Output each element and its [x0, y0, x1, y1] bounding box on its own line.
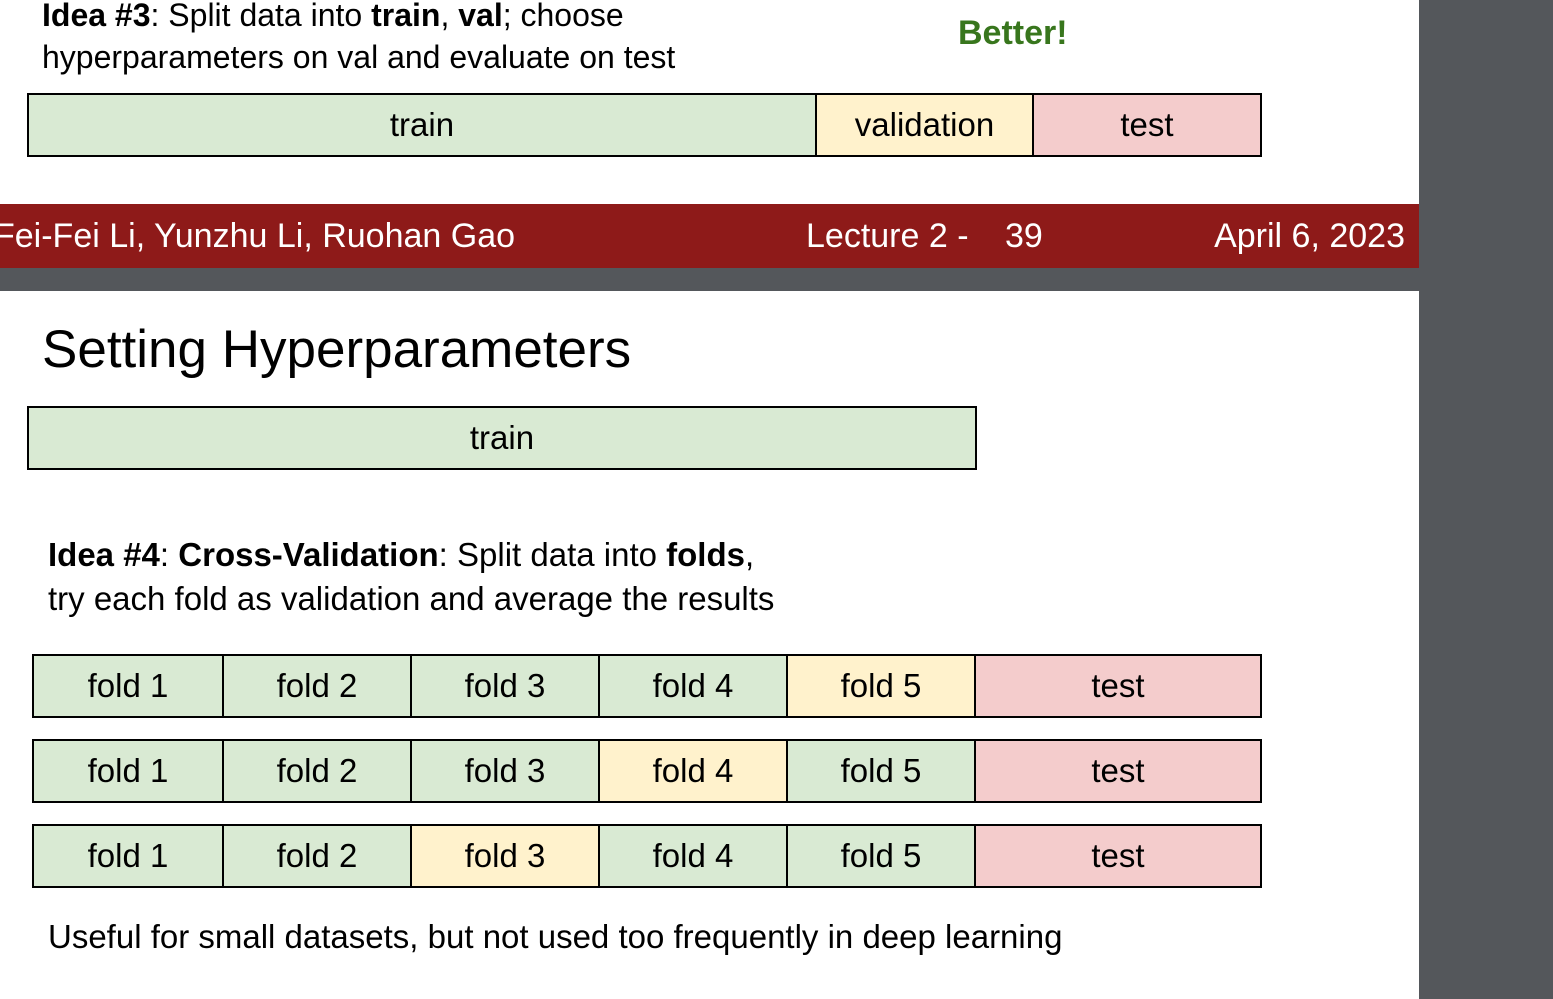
idea3-sep: :: [150, 0, 169, 33]
fold-cell-validation: fold 3: [410, 826, 598, 886]
test-segment: test: [1032, 95, 1260, 155]
validation-segment: validation: [815, 95, 1032, 155]
fold-cell: fold 5: [786, 741, 974, 801]
idea3-text1: Split data into: [168, 0, 372, 33]
idea3-comma: ,: [440, 0, 459, 33]
fold-cell: fold 1: [34, 656, 222, 716]
idea4-line2: try each fold as validation and average …: [48, 580, 775, 617]
fold-cell: fold 1: [34, 826, 222, 886]
idea3-text: Idea #3: Split data into train, val; cho…: [42, 0, 675, 78]
idea3-line2: hyperparameters on val and evaluate on t…: [42, 39, 676, 75]
idea3-val: val: [458, 0, 503, 33]
idea4-text1: : Split data into: [438, 536, 667, 573]
fold-row-3: fold 1 fold 2 fold 3 fold 4 fold 5 test: [32, 824, 1262, 888]
split-bar: train validation test: [27, 93, 1262, 157]
fold-cell: fold 4: [598, 656, 786, 716]
fold-cell: fold 2: [222, 656, 410, 716]
idea3-text2: ; choose: [502, 0, 624, 33]
fold-cell: fold 5: [786, 826, 974, 886]
test-cell: test: [974, 741, 1260, 801]
footer-authors: Fei-Fei Li, Yunzhu Li, Ruohan Gao: [0, 217, 516, 255]
fold-cell: fold 2: [222, 826, 410, 886]
better-label: Better!: [958, 14, 1068, 52]
fold-row-2: fold 1 fold 2 fold 3 fold 4 fold 5 test: [32, 739, 1262, 803]
fold-cell: fold 3: [410, 656, 598, 716]
fold-row-1: fold 1 fold 2 fold 3 fold 4 fold 5 test: [32, 654, 1262, 718]
slide-page-upper: Idea #3: Split data into train, val; cho…: [0, 0, 1419, 268]
fold-cell-validation: fold 4: [598, 741, 786, 801]
footer-date: April 6, 2023: [1214, 217, 1405, 255]
slide-footer: Fei-Fei Li, Yunzhu Li, Ruohan Gao Lectur…: [0, 204, 1419, 268]
slide-page-lower: Setting Hyperparameters train Idea #4: C…: [0, 291, 1419, 999]
train-segment: train: [29, 408, 975, 468]
idea4-label: Idea #4: [48, 536, 160, 573]
test-cell: test: [974, 826, 1260, 886]
train-only-bar: train: [27, 406, 977, 470]
fold-cell-validation: fold 5: [786, 656, 974, 716]
idea4-sep: :: [159, 536, 179, 573]
footer-page-number: 39: [1005, 217, 1043, 255]
test-cell: test: [974, 656, 1260, 716]
idea3-train: train: [371, 0, 441, 33]
footer-lecture: Lecture 2 -: [806, 217, 969, 255]
idea3-label: Idea #3: [42, 0, 151, 33]
idea4-cv: Cross-Validation: [178, 536, 439, 573]
fold-cell: fold 2: [222, 741, 410, 801]
fold-cell: fold 3: [410, 741, 598, 801]
fold-cell: fold 4: [598, 826, 786, 886]
slide-title: Setting Hyperparameters: [42, 320, 632, 379]
idea4-text: Idea #4: Cross-Validation: Split data in…: [48, 533, 774, 621]
idea4-folds: folds: [666, 536, 745, 573]
footnote-text: Useful for small datasets, but not used …: [48, 918, 1063, 955]
train-segment: train: [29, 95, 815, 155]
idea4-comma: ,: [744, 536, 755, 573]
fold-cell: fold 1: [34, 741, 222, 801]
